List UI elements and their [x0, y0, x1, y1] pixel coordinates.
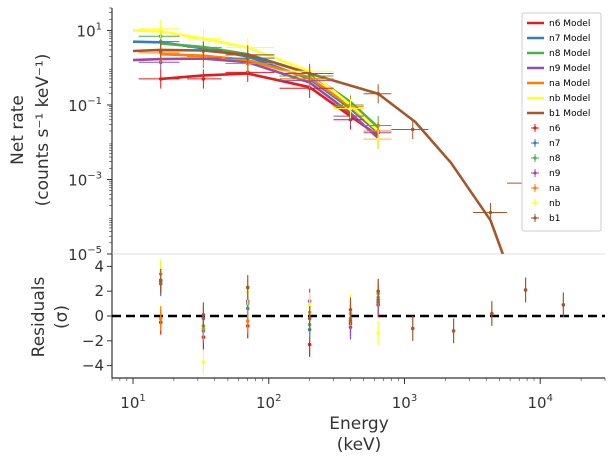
data-point-nb	[158, 27, 163, 31]
xtick-label: 101	[120, 393, 145, 412]
bottom-ytick-label: −4	[82, 357, 104, 375]
residual-point-b1	[348, 308, 353, 312]
residual-point-n6	[307, 342, 312, 347]
legend-marker-dot-b1	[533, 216, 537, 220]
legend-model-label-n9: n9 Model	[549, 64, 590, 74]
data-point-b1	[158, 49, 163, 53]
legend-data-label-na: na	[549, 184, 560, 194]
residual-point-b1	[307, 316, 312, 321]
xtick-label: 102	[256, 393, 281, 412]
legend-box	[521, 12, 602, 232]
data-point-n6	[158, 77, 163, 81]
data-point-b1	[376, 91, 380, 96]
legend-marker-dot-n8	[533, 156, 537, 160]
xtick-label: 104	[528, 393, 553, 412]
data-point-nb	[376, 137, 380, 142]
legend-marker-dot-n6	[533, 126, 537, 130]
legend-marker-dot-nb	[533, 201, 537, 205]
legend-model-label-b1: b1 Model	[549, 109, 590, 119]
legend-data-label-nb: nb	[549, 199, 561, 209]
residual-point-b1	[376, 289, 380, 294]
data-point-b1	[307, 71, 312, 76]
legend-data-label-b1: b1	[549, 214, 560, 224]
legend-data-label-n6: n6	[549, 124, 561, 134]
residual-point-na	[245, 319, 250, 323]
model-line-b1	[132, 48, 505, 254]
legend-data-label-n7: n7	[549, 139, 560, 149]
residual-point-nb	[201, 360, 206, 364]
data-point-b1	[201, 49, 206, 53]
top-ytick-label: 101	[77, 21, 102, 40]
top-ylabel-line2: (counts s⁻¹ keV⁻¹)	[33, 54, 53, 207]
xlabel-line1: Energy	[329, 414, 389, 434]
legend-data-label-n9: n9	[549, 169, 561, 179]
top-ylabel-line1: Net rate	[8, 95, 28, 165]
residual-point-nb	[307, 303, 312, 307]
residual-point-n9	[348, 325, 353, 329]
bottom-panel: 4 2 0 −2 −4 101 102 103 104	[82, 254, 606, 412]
legend-model-label-na: na Model	[549, 79, 590, 89]
top-ytick-label: 10−5	[68, 245, 102, 264]
residual-point-b1	[201, 312, 206, 317]
bottom-ytick-label: 0	[94, 307, 104, 325]
top-plot-area	[132, 19, 584, 254]
legend-model-label-n6: n6 Model	[549, 19, 590, 29]
residual-point-b1	[410, 326, 415, 331]
residual-point-b1	[561, 303, 566, 307]
legend-model-label-nb: nb Model	[549, 94, 590, 104]
bottom-ylabel-line1: Residuals	[29, 277, 49, 358]
residual-point-na	[201, 326, 206, 331]
legend-marker-dot-n7	[533, 141, 537, 145]
data-point-b1	[410, 127, 415, 132]
legend: n6 Model n7 Model n8 Model n9 Model na Model…	[521, 12, 602, 232]
legend-data-label-n8: n8	[549, 154, 561, 164]
residual-point-b1	[490, 311, 494, 316]
xtick-label: 103	[392, 393, 417, 412]
bottom-ytick-label: 4	[94, 257, 104, 275]
residual-point-na	[158, 316, 163, 321]
data-point-nb	[348, 106, 353, 111]
xlabel-line2: (keV)	[337, 435, 382, 455]
bottom-ylabel-line2: (σ)	[52, 305, 72, 329]
bottom-ytick-label: −2	[82, 332, 104, 350]
data-point-b1	[245, 53, 250, 57]
residual-point-b1	[523, 288, 528, 292]
data-point-nb	[201, 36, 206, 41]
legend-model-label-n8: n8 Model	[549, 49, 590, 59]
residual-point-b1	[158, 279, 163, 284]
top-ytick-label: 10−3	[68, 170, 102, 189]
legend-marker-dot-n9	[533, 171, 537, 175]
top-panel: 101 10−1 10−3 10−5	[68, 7, 605, 264]
bottom-ytick-label: 2	[94, 282, 104, 300]
legend-model-label-n7: n7 Model	[549, 34, 590, 44]
residual-point-b1	[451, 329, 456, 333]
axis-labels: Net rate (counts s⁻¹ keV⁻¹) Residuals (σ…	[8, 54, 389, 455]
top-ytick-label: 10−1	[68, 96, 102, 115]
legend-marker-dot-na	[533, 186, 537, 190]
bottom-plot-area	[158, 258, 566, 375]
residual-point-nb	[376, 331, 380, 336]
data-point-n6	[201, 77, 206, 81]
residual-point-b1	[245, 285, 250, 290]
data-point-b1	[488, 210, 493, 215]
